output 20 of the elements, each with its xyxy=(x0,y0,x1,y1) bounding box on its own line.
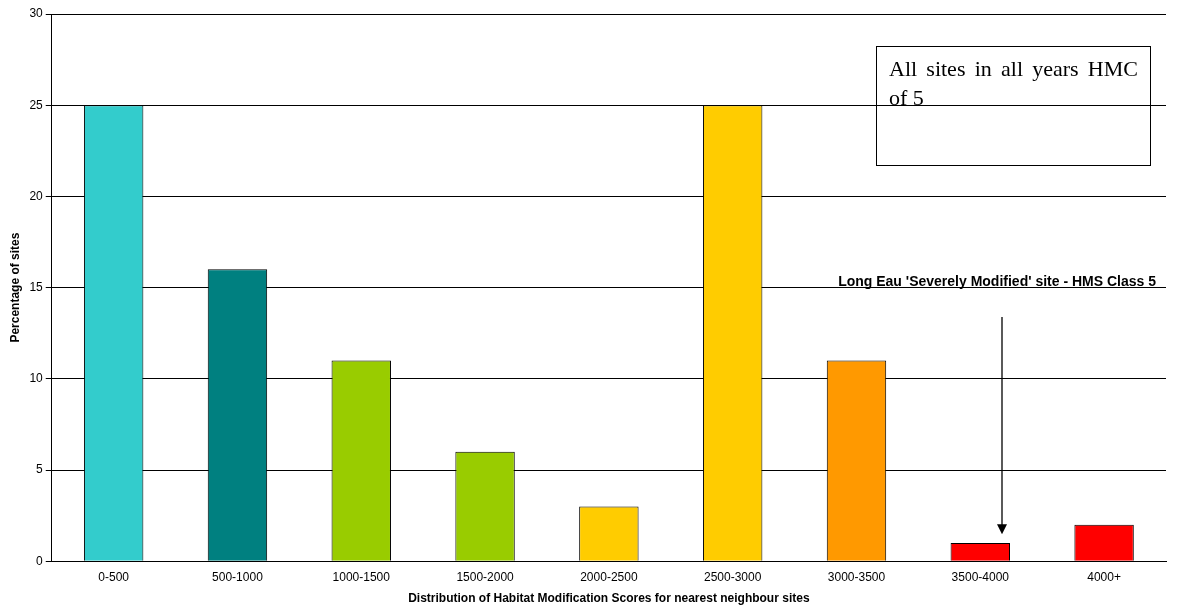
y-tick-label: 30 xyxy=(29,6,44,21)
x-tick-label: 1500-2000 xyxy=(456,569,515,584)
y-axis-title: Percentage of sites xyxy=(7,232,22,343)
y-tick-label: 25 xyxy=(29,97,44,112)
x-tick-label: 4000+ xyxy=(1087,569,1121,584)
x-tick-label: 1000-1500 xyxy=(332,569,391,584)
x-tick-label: 3500-4000 xyxy=(951,569,1010,584)
y-tick-label: 0 xyxy=(36,553,44,568)
x-tick-label: 0-500 xyxy=(98,569,130,584)
x-axis-title: Distribution of Habitat Modification Scores for nearest neighbour sites xyxy=(408,591,810,606)
y-tick-label: 10 xyxy=(29,371,44,386)
y-tick-label: 5 xyxy=(36,462,44,477)
text-box: All sites in all years HMC of 5 xyxy=(876,46,1151,166)
annotation: Long Eau 'Severely Modified' site - HMS Class 5 xyxy=(838,272,1157,289)
x-tick-label: 2000-2500 xyxy=(580,569,638,584)
x-tick-label: 3000-3500 xyxy=(827,569,886,584)
y-tick-label: 20 xyxy=(29,188,44,203)
x-tick-label: 2500-3000 xyxy=(703,569,762,584)
x-tick-label: 500-1000 xyxy=(212,569,264,584)
y-tick-label: 15 xyxy=(29,279,44,294)
